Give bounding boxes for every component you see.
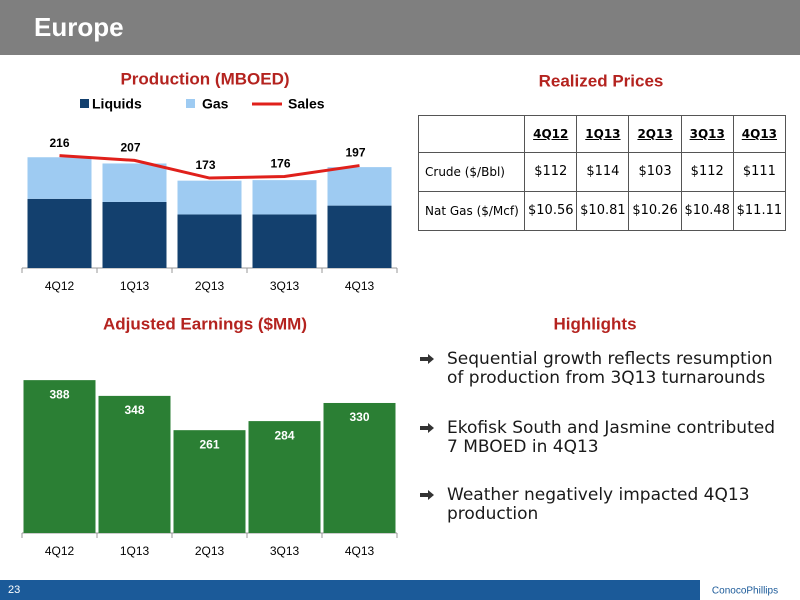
table-cell: $10.48 — [680, 190, 734, 232]
x-tick-label: 4Q12 — [45, 544, 75, 558]
table-cell: $103 — [628, 151, 682, 192]
sales-line — [59, 154, 360, 180]
chart-title: Production (MBOED) — [120, 69, 289, 88]
data-label: 176 — [270, 157, 290, 171]
table-cell: $112 — [680, 151, 734, 192]
table-corner — [417, 115, 526, 153]
logo-box — [700, 580, 800, 600]
bullet-arrow — [420, 423, 434, 433]
x-tick-label: 4Q13 — [345, 544, 375, 558]
bullet-arrow — [420, 354, 434, 364]
table-row: Crude ($/Bbl) $112 $114 $103 $112 $111 — [417, 151, 787, 192]
data-label: 261 — [199, 437, 219, 451]
bar-segment — [27, 198, 92, 268]
table-cell: $10.56 — [524, 190, 578, 232]
x-tick-label: 4Q12 — [45, 279, 75, 293]
x-tick-label: 2Q13 — [195, 279, 225, 293]
bar-segment — [102, 201, 167, 268]
slide-title: Europe — [34, 12, 124, 42]
column-header: 1Q13 — [576, 115, 630, 153]
page-number: 23 — [8, 584, 20, 596]
bar-segment — [177, 214, 242, 268]
bar — [98, 395, 171, 533]
row-header: Crude ($/Bbl) — [417, 151, 526, 192]
highlight-item: Weather negatively impacted 4Q13 product… — [447, 485, 750, 524]
legend-swatch — [186, 99, 195, 108]
table-title: Realized Prices — [539, 71, 664, 90]
data-label: 207 — [120, 141, 140, 155]
x-tick-label: 3Q13 — [270, 544, 300, 558]
legend-label: Sales — [288, 96, 325, 112]
bar-segment — [327, 167, 392, 206]
prices-table: 4Q12 1Q13 2Q13 3Q13 4Q13 Crude ($/Bbl) $112 $1… — [417, 115, 787, 232]
table-cell: $11.11 — [732, 190, 787, 232]
bar — [173, 430, 246, 533]
bullet-arrow — [420, 490, 434, 500]
column-header: 3Q13 — [680, 115, 734, 153]
bar — [248, 421, 321, 533]
data-label: 348 — [124, 403, 144, 417]
chart-title: Adjusted Earnings ($MM) — [103, 314, 307, 333]
row-header: Nat Gas ($/Mcf) — [417, 190, 526, 232]
data-label: 388 — [49, 387, 69, 401]
data-label: 173 — [195, 158, 215, 172]
table-row: Nat Gas ($/Mcf) $10.56 $10.81 $10.26 $10.48 $… — [417, 190, 787, 232]
x-tick-label: 2Q13 — [195, 544, 225, 558]
highlights-title: Highlights — [553, 314, 636, 333]
footer-band — [0, 580, 800, 600]
x-tick-label: 1Q13 — [120, 279, 150, 293]
legend-swatch — [80, 99, 89, 108]
column-header: 2Q13 — [628, 115, 682, 153]
table-cell: $111 — [732, 151, 787, 192]
column-header: 4Q13 — [732, 115, 787, 153]
bar-segment — [27, 157, 92, 199]
logo: ConocoPhillips — [712, 586, 778, 597]
data-label: 197 — [345, 146, 365, 160]
bar — [323, 402, 396, 533]
legend-label: Liquids — [92, 96, 142, 112]
highlight-item: Sequential growth reflects resumption of… — [447, 349, 773, 388]
data-label: 330 — [349, 410, 369, 424]
column-header: 4Q12 — [524, 115, 578, 153]
data-label: 216 — [49, 136, 69, 150]
table-cell: $114 — [576, 151, 630, 192]
x-tick-label: 3Q13 — [270, 279, 300, 293]
header-band — [0, 0, 800, 55]
table-cell: $112 — [524, 151, 578, 192]
bar-segment — [177, 180, 242, 215]
legend-label: Gas — [202, 96, 229, 112]
x-tick-label: 1Q13 — [120, 544, 150, 558]
x-tick-label: 4Q13 — [345, 279, 375, 293]
bar-segment — [102, 163, 167, 202]
table-cell: $10.81 — [576, 190, 630, 232]
bar — [23, 380, 96, 533]
data-label: 284 — [274, 428, 294, 442]
highlight-item: Ekofisk South and Jasmine contributed 7 … — [447, 418, 775, 457]
table-cell: $10.26 — [628, 190, 682, 232]
bar-segment — [327, 205, 392, 268]
bar-segment — [252, 180, 317, 215]
bar-segment — [252, 214, 317, 268]
